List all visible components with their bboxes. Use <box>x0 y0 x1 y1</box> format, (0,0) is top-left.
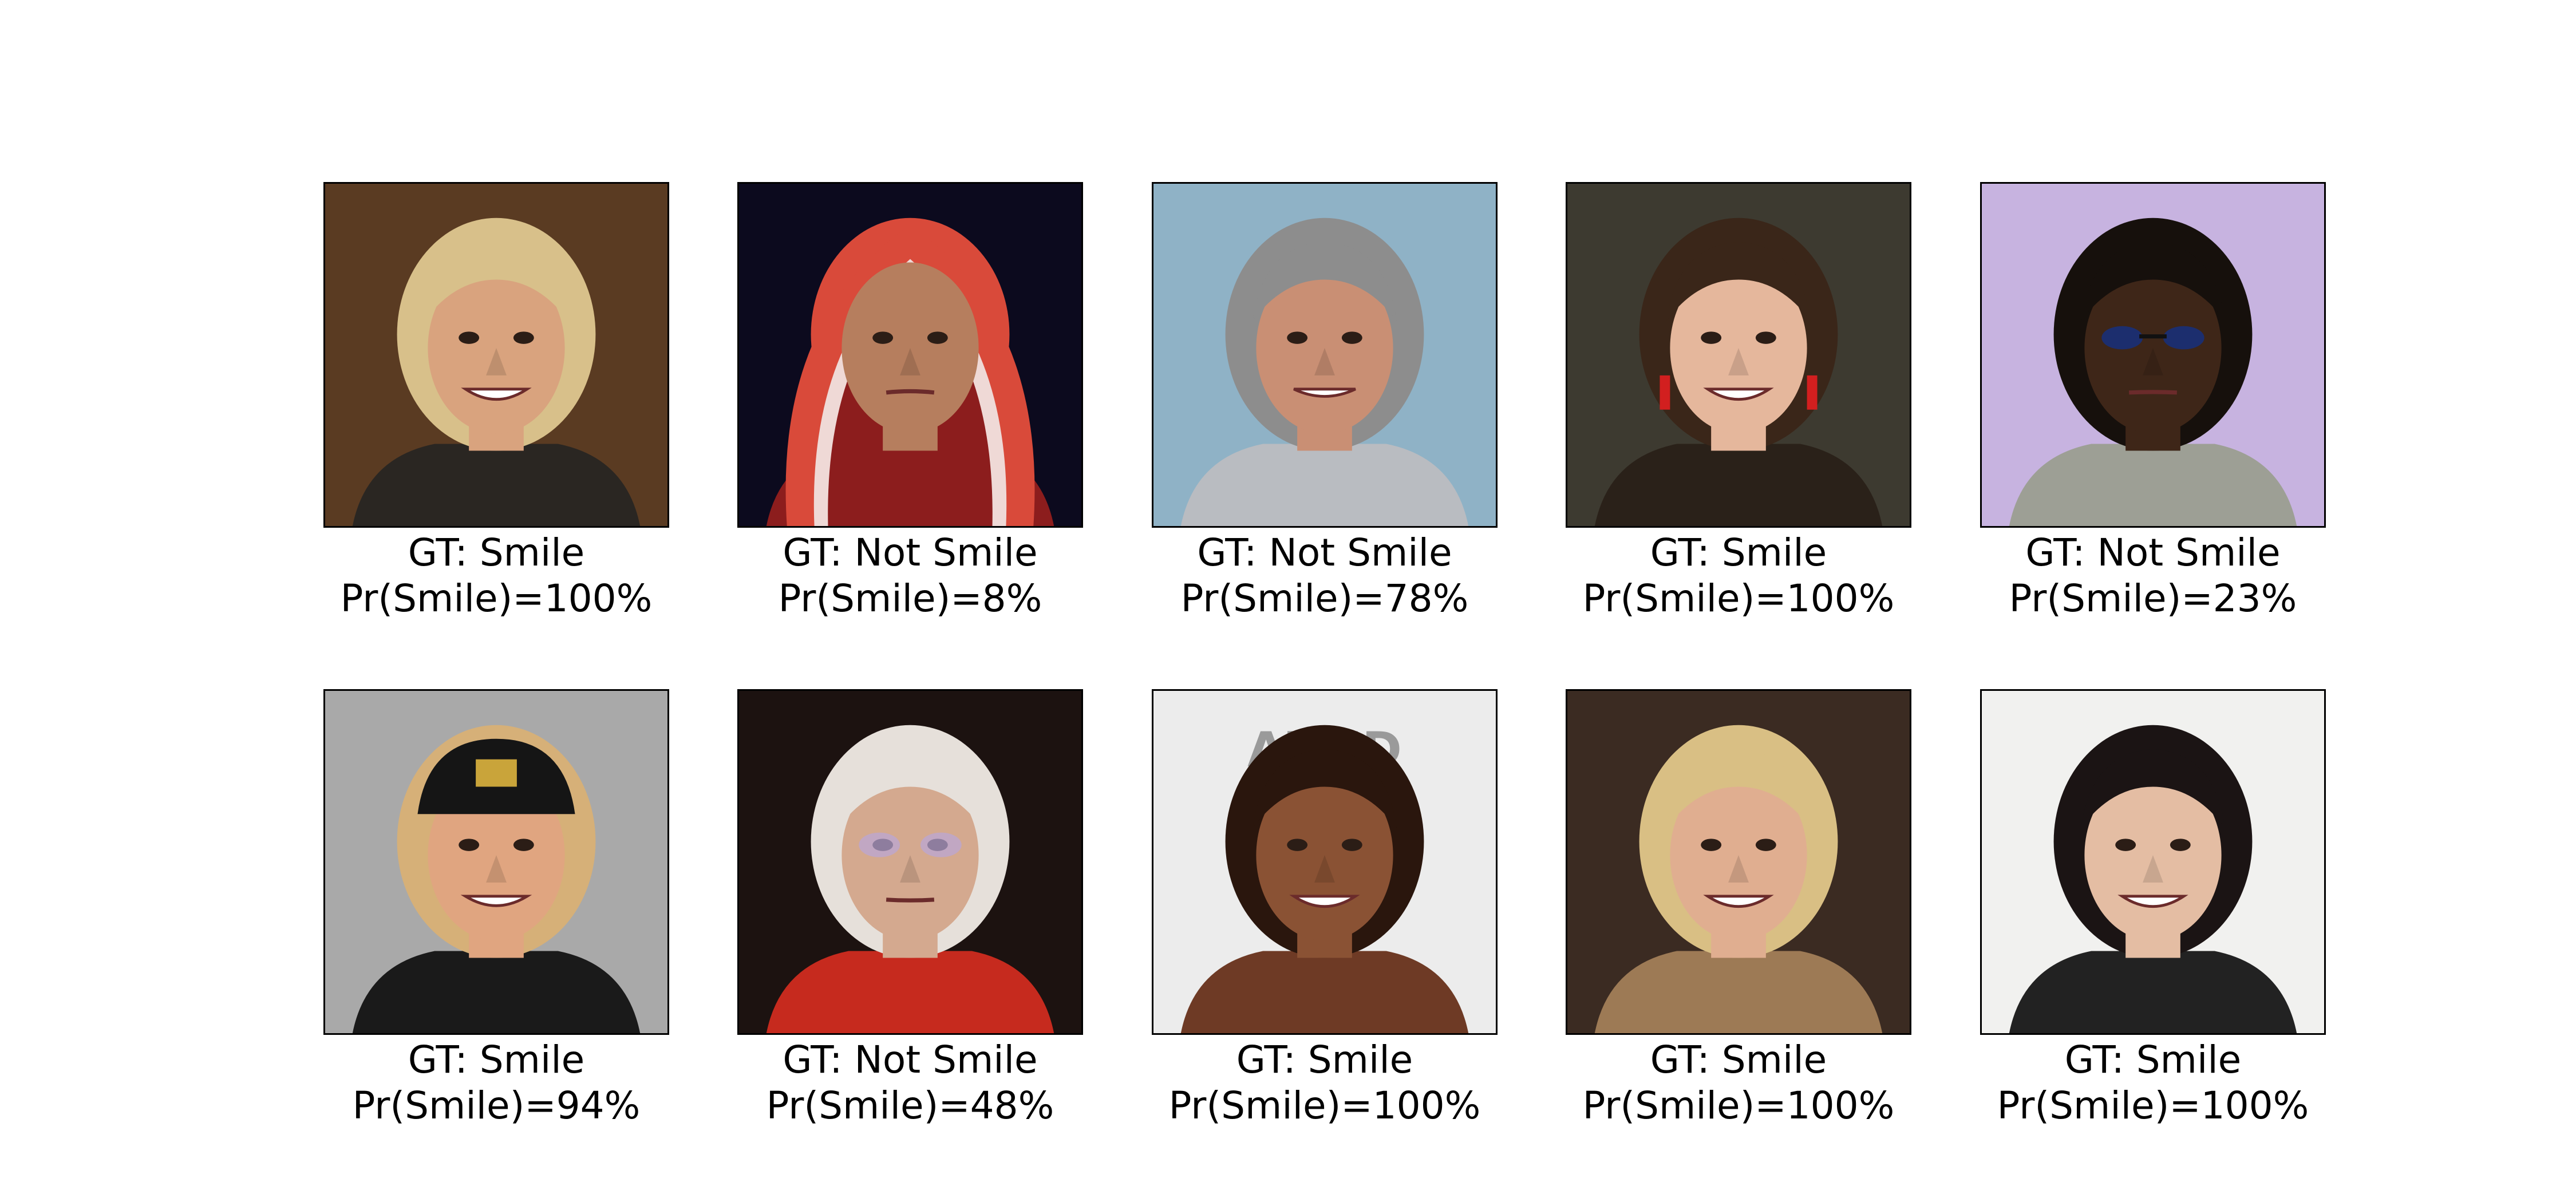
face-photo <box>1980 182 2326 528</box>
ground-truth-label: GT: Smile <box>1236 1038 1413 1082</box>
ground-truth-label: GT: Smile <box>408 1038 585 1082</box>
face-illustration <box>1153 184 1496 526</box>
caption: GT: Not Smile Pr(Smile)=78% <box>1107 530 1542 622</box>
ground-truth-label: GT: Not Smile <box>783 531 1038 575</box>
smile-probability-label: Pr(Smile)=100% <box>1168 1084 1481 1128</box>
panel: GT: Smile Pr(Smile)=100% <box>323 182 758 657</box>
ground-truth-label: GT: Not Smile <box>2025 531 2281 575</box>
smile-probability-label: Pr(Smile)=100% <box>1582 1084 1895 1128</box>
face-illustration <box>739 184 1081 526</box>
face-photo <box>323 182 669 528</box>
caption: GT: Smile Pr(Smile)=100% <box>1521 530 1956 622</box>
ground-truth-label: GT: Smile <box>1650 531 1827 575</box>
face-photo: AUND <box>1152 689 1498 1035</box>
face-illustration <box>1567 184 1910 526</box>
panel: GT: Smile Pr(Smile)=94% <box>323 689 758 1164</box>
caption: GT: Not Smile Pr(Smile)=48% <box>693 1037 1128 1129</box>
panel: AUND GT: Smile Pr(Smile)=100% <box>1152 689 1587 1164</box>
caption: GT: Not Smile Pr(Smile)=23% <box>1935 530 2370 622</box>
panel: GT: Not Smile Pr(Smile)=48% <box>737 689 1172 1164</box>
ground-truth-label: GT: Smile <box>2064 1038 2242 1082</box>
smile-probability-label: Pr(Smile)=100% <box>1582 576 1895 620</box>
face-photo <box>1980 689 2326 1035</box>
panel: GT: Smile Pr(Smile)=100% <box>1566 689 2001 1164</box>
ground-truth-label: GT: Smile <box>408 531 585 575</box>
face-photo <box>1152 182 1498 528</box>
face-illustration <box>1567 691 1910 1033</box>
face-illustration <box>325 691 667 1033</box>
face-illustration <box>325 184 667 526</box>
panel: GT: Not Smile Pr(Smile)=23% <box>1980 182 2415 657</box>
ground-truth-label: GT: Not Smile <box>783 1038 1038 1082</box>
face-photo <box>1566 182 1911 528</box>
face-photo <box>1566 689 1911 1035</box>
smile-probability-label: Pr(Smile)=78% <box>1180 576 1469 620</box>
panel: GT: Not Smile Pr(Smile)=78% <box>1152 182 1587 657</box>
ground-truth-label: GT: Not Smile <box>1197 531 1452 575</box>
ground-truth-label: GT: Smile <box>1650 1038 1827 1082</box>
caption: GT: Smile Pr(Smile)=100% <box>1521 1037 1956 1129</box>
panel: GT: Smile Pr(Smile)=100% <box>1566 182 2001 657</box>
smile-probability-label: Pr(Smile)=100% <box>1997 1084 2309 1128</box>
smile-probability-label: Pr(Smile)=48% <box>766 1084 1054 1128</box>
caption: GT: Smile Pr(Smile)=100% <box>279 530 714 622</box>
panel: GT: Not Smile Pr(Smile)=8% <box>737 182 1172 657</box>
smile-probability-label: Pr(Smile)=100% <box>340 576 653 620</box>
caption: GT: Smile Pr(Smile)=100% <box>1935 1037 2370 1129</box>
panel: GT: Smile Pr(Smile)=100% <box>1980 689 2415 1164</box>
face-photo <box>323 689 669 1035</box>
smile-probability-label: Pr(Smile)=94% <box>352 1084 641 1128</box>
caption: GT: Not Smile Pr(Smile)=8% <box>693 530 1128 622</box>
caption: GT: Smile Pr(Smile)=94% <box>279 1037 714 1129</box>
caption: GT: Smile Pr(Smile)=100% <box>1107 1037 1542 1129</box>
face-illustration <box>739 691 1081 1033</box>
face-photo <box>737 689 1083 1035</box>
face-illustration: AUND <box>1153 691 1496 1033</box>
smile-probability-label: Pr(Smile)=8% <box>778 576 1042 620</box>
face-illustration <box>1982 184 2324 526</box>
face-photo <box>737 182 1083 528</box>
face-illustration <box>1982 691 2324 1033</box>
smile-probability-label: Pr(Smile)=23% <box>2009 576 2297 620</box>
